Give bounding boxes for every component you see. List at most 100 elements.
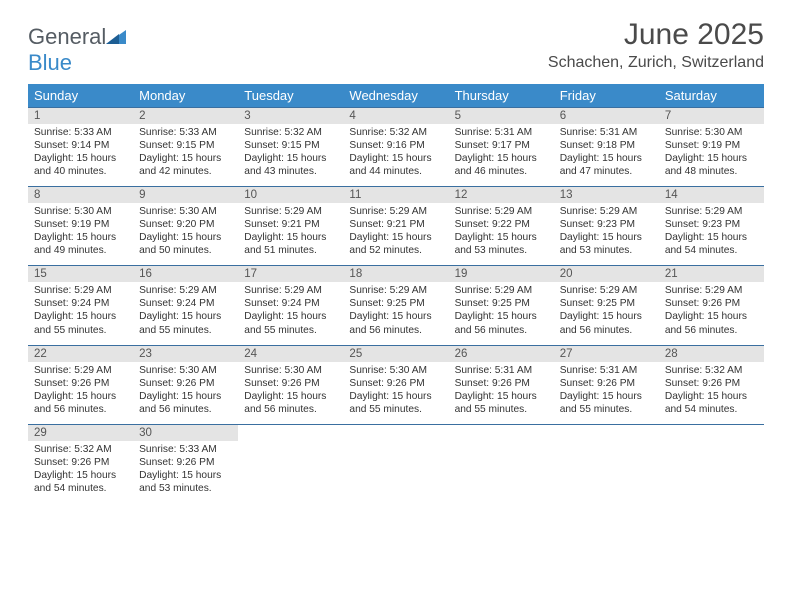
day-details: Sunrise: 5:29 AMSunset: 9:25 PMDaylight:… [343,282,448,344]
calendar-row: 1Sunrise: 5:33 AMSunset: 9:14 PMDaylight… [28,108,764,187]
calendar-cell: 23Sunrise: 5:30 AMSunset: 9:26 PMDayligh… [133,345,238,424]
day-details: Sunrise: 5:32 AMSunset: 9:16 PMDaylight:… [343,124,448,186]
calendar-cell [449,424,554,503]
day-number: 14 [659,187,764,203]
calendar-cell: 22Sunrise: 5:29 AMSunset: 9:26 PMDayligh… [28,345,133,424]
day-number: 12 [449,187,554,203]
day-number: 15 [28,266,133,282]
weekday-header: Monday [133,84,238,108]
calendar-cell: 17Sunrise: 5:29 AMSunset: 9:24 PMDayligh… [238,266,343,345]
calendar-cell: 4Sunrise: 5:32 AMSunset: 9:16 PMDaylight… [343,108,448,187]
calendar-cell [554,424,659,503]
calendar-cell: 9Sunrise: 5:30 AMSunset: 9:20 PMDaylight… [133,187,238,266]
day-details: Sunrise: 5:29 AMSunset: 9:21 PMDaylight:… [343,203,448,265]
day-details: Sunrise: 5:30 AMSunset: 9:19 PMDaylight:… [659,124,764,186]
day-number: 26 [449,346,554,362]
day-number: 27 [554,346,659,362]
day-number: 8 [28,187,133,203]
day-number: 17 [238,266,343,282]
day-number: 4 [343,108,448,124]
calendar-cell [238,424,343,503]
day-number: 25 [343,346,448,362]
page-title: June 2025 [548,18,764,52]
day-details: Sunrise: 5:30 AMSunset: 9:26 PMDaylight:… [133,362,238,424]
calendar-cell: 18Sunrise: 5:29 AMSunset: 9:25 PMDayligh… [343,266,448,345]
calendar-cell: 25Sunrise: 5:30 AMSunset: 9:26 PMDayligh… [343,345,448,424]
logo-triangle-icon [106,24,126,50]
calendar-cell: 29Sunrise: 5:32 AMSunset: 9:26 PMDayligh… [28,424,133,503]
day-number: 5 [449,108,554,124]
day-details: Sunrise: 5:31 AMSunset: 9:26 PMDaylight:… [554,362,659,424]
calendar-cell: 6Sunrise: 5:31 AMSunset: 9:18 PMDaylight… [554,108,659,187]
day-number: 2 [133,108,238,124]
weekday-header: Friday [554,84,659,108]
day-number: 24 [238,346,343,362]
weekday-header: Wednesday [343,84,448,108]
day-details: Sunrise: 5:29 AMSunset: 9:26 PMDaylight:… [28,362,133,424]
day-number: 7 [659,108,764,124]
day-details: Sunrise: 5:29 AMSunset: 9:22 PMDaylight:… [449,203,554,265]
day-details: Sunrise: 5:30 AMSunset: 9:19 PMDaylight:… [28,203,133,265]
weekday-header: Thursday [449,84,554,108]
day-details: Sunrise: 5:29 AMSunset: 9:24 PMDaylight:… [133,282,238,344]
day-number: 6 [554,108,659,124]
day-details: Sunrise: 5:30 AMSunset: 9:26 PMDaylight:… [238,362,343,424]
calendar-cell: 24Sunrise: 5:30 AMSunset: 9:26 PMDayligh… [238,345,343,424]
day-number: 30 [133,425,238,441]
calendar-cell: 2Sunrise: 5:33 AMSunset: 9:15 PMDaylight… [133,108,238,187]
day-number: 10 [238,187,343,203]
calendar-cell: 15Sunrise: 5:29 AMSunset: 9:24 PMDayligh… [28,266,133,345]
calendar-row: 15Sunrise: 5:29 AMSunset: 9:24 PMDayligh… [28,266,764,345]
calendar-cell: 13Sunrise: 5:29 AMSunset: 9:23 PMDayligh… [554,187,659,266]
day-number: 18 [343,266,448,282]
logo-text-blue: Blue [28,50,72,75]
day-details: Sunrise: 5:29 AMSunset: 9:23 PMDaylight:… [554,203,659,265]
calendar-cell: 19Sunrise: 5:29 AMSunset: 9:25 PMDayligh… [449,266,554,345]
calendar-cell: 27Sunrise: 5:31 AMSunset: 9:26 PMDayligh… [554,345,659,424]
day-number: 20 [554,266,659,282]
day-number: 29 [28,425,133,441]
calendar-row: 29Sunrise: 5:32 AMSunset: 9:26 PMDayligh… [28,424,764,503]
weekday-header: Saturday [659,84,764,108]
day-details: Sunrise: 5:29 AMSunset: 9:24 PMDaylight:… [28,282,133,344]
day-number: 11 [343,187,448,203]
day-details: Sunrise: 5:33 AMSunset: 9:26 PMDaylight:… [133,441,238,503]
calendar-cell: 20Sunrise: 5:29 AMSunset: 9:25 PMDayligh… [554,266,659,345]
day-number: 3 [238,108,343,124]
day-details: Sunrise: 5:33 AMSunset: 9:14 PMDaylight:… [28,124,133,186]
day-details: Sunrise: 5:29 AMSunset: 9:24 PMDaylight:… [238,282,343,344]
calendar-cell: 10Sunrise: 5:29 AMSunset: 9:21 PMDayligh… [238,187,343,266]
day-number: 21 [659,266,764,282]
day-number: 16 [133,266,238,282]
day-details: Sunrise: 5:32 AMSunset: 9:15 PMDaylight:… [238,124,343,186]
calendar-cell [659,424,764,503]
calendar-table: SundayMondayTuesdayWednesdayThursdayFrid… [28,84,764,503]
calendar-cell: 16Sunrise: 5:29 AMSunset: 9:24 PMDayligh… [133,266,238,345]
day-details: Sunrise: 5:31 AMSunset: 9:18 PMDaylight:… [554,124,659,186]
calendar-cell: 12Sunrise: 5:29 AMSunset: 9:22 PMDayligh… [449,187,554,266]
day-number: 23 [133,346,238,362]
logo-text-general: General [28,24,106,49]
day-details: Sunrise: 5:29 AMSunset: 9:25 PMDaylight:… [554,282,659,344]
day-number: 9 [133,187,238,203]
calendar-cell: 14Sunrise: 5:29 AMSunset: 9:23 PMDayligh… [659,187,764,266]
calendar-cell: 30Sunrise: 5:33 AMSunset: 9:26 PMDayligh… [133,424,238,503]
day-details: Sunrise: 5:31 AMSunset: 9:26 PMDaylight:… [449,362,554,424]
day-number: 22 [28,346,133,362]
day-details: Sunrise: 5:29 AMSunset: 9:21 PMDaylight:… [238,203,343,265]
day-number: 1 [28,108,133,124]
calendar-cell: 5Sunrise: 5:31 AMSunset: 9:17 PMDaylight… [449,108,554,187]
day-details: Sunrise: 5:30 AMSunset: 9:20 PMDaylight:… [133,203,238,265]
weekday-header: Tuesday [238,84,343,108]
calendar-cell: 1Sunrise: 5:33 AMSunset: 9:14 PMDaylight… [28,108,133,187]
day-number: 19 [449,266,554,282]
location-text: Schachen, Zurich, Switzerland [548,54,764,72]
calendar-cell [343,424,448,503]
calendar-cell: 28Sunrise: 5:32 AMSunset: 9:26 PMDayligh… [659,345,764,424]
day-details: Sunrise: 5:32 AMSunset: 9:26 PMDaylight:… [659,362,764,424]
logo: General Blue [28,24,126,76]
day-details: Sunrise: 5:32 AMSunset: 9:26 PMDaylight:… [28,441,133,503]
day-details: Sunrise: 5:29 AMSunset: 9:26 PMDaylight:… [659,282,764,344]
day-number: 13 [554,187,659,203]
weekday-header: Sunday [28,84,133,108]
